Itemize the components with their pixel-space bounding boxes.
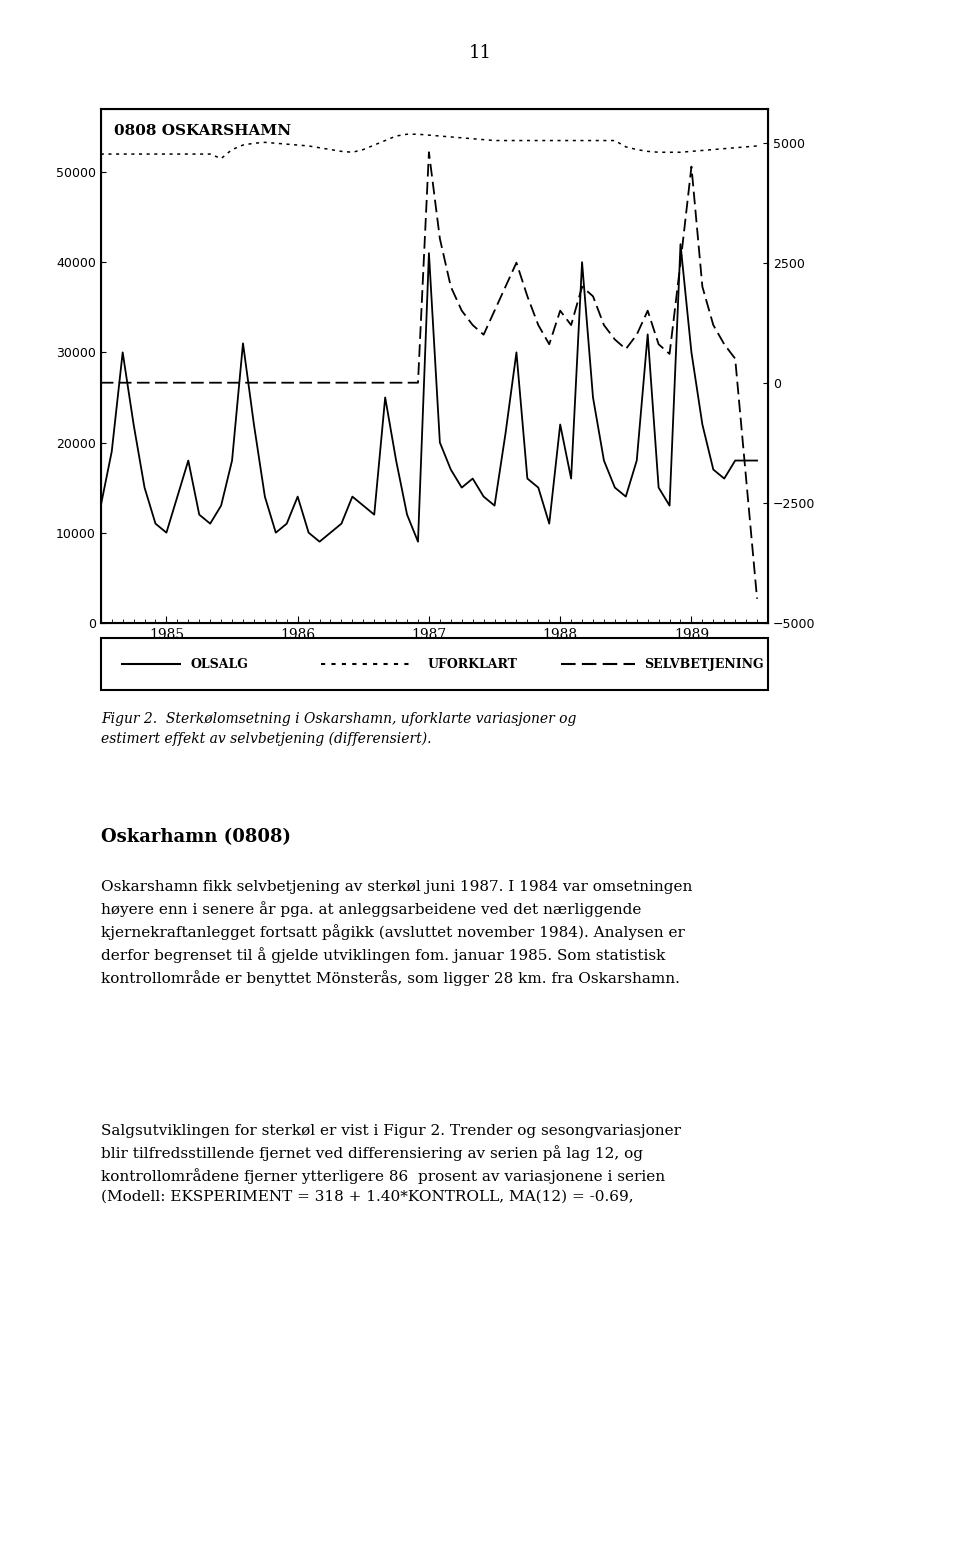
Text: Figur 2.  Sterkølomsetning i Oskarshamn, uforklarte variasjoner og
estimert effe: Figur 2. Sterkølomsetning i Oskarshamn, … [101,712,576,746]
Text: Oskarshamn fikk selvbetjening av sterkøl juni 1987. I 1984 var omsetningen
høyer: Oskarshamn fikk selvbetjening av sterkøl… [101,880,692,986]
Text: Oskarhamn (0808): Oskarhamn (0808) [101,828,291,847]
Text: SELVBETJENING: SELVBETJENING [644,657,764,671]
Text: 0808 OSKARSHAMN: 0808 OSKARSHAMN [114,125,291,139]
Text: 11: 11 [468,44,492,62]
Text: UFORKLART: UFORKLART [428,657,517,671]
Text: OLSALG: OLSALG [191,657,249,671]
Text: Salgsutviklingen for sterkøl er vist i Figur 2. Trender og sesongvariasjoner
bli: Salgsutviklingen for sterkøl er vist i F… [101,1124,681,1204]
